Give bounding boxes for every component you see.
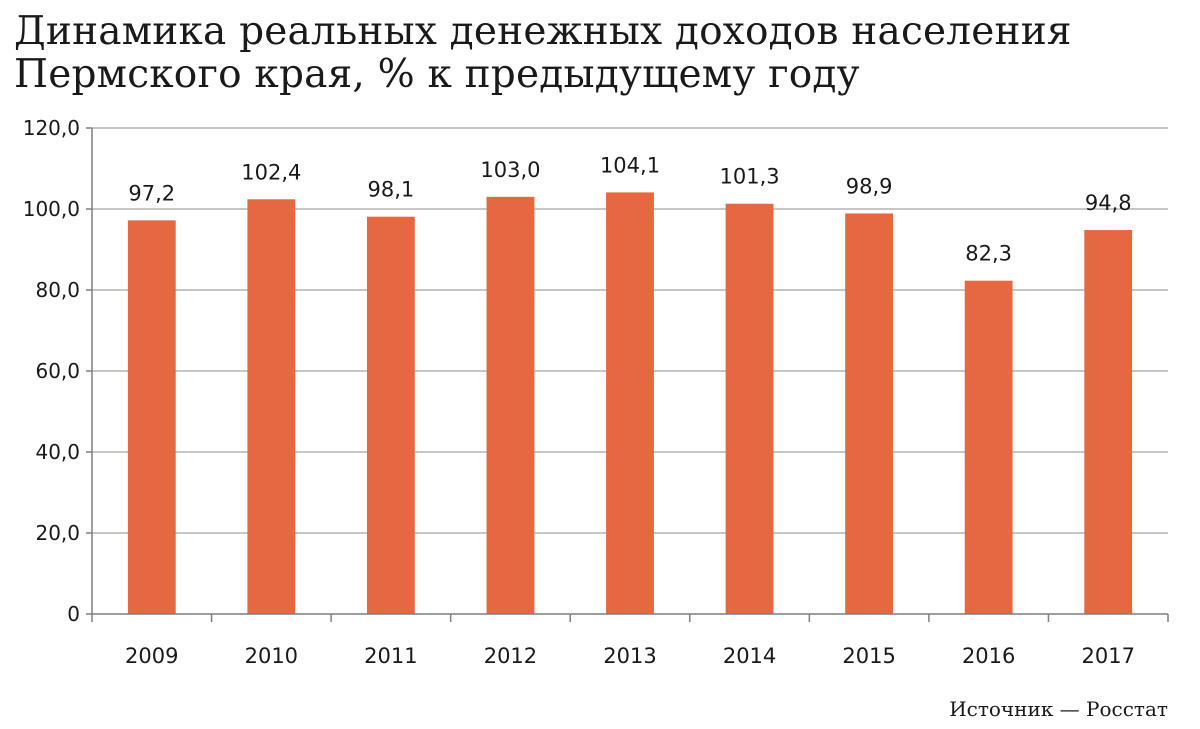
x-tick-label: 2011 bbox=[364, 644, 417, 668]
y-tick-label: 60,0 bbox=[35, 359, 80, 383]
y-tick-label: 80,0 bbox=[35, 278, 80, 302]
data-label: 103,0 bbox=[480, 158, 540, 182]
source-note: Источник — Росстат bbox=[949, 697, 1168, 721]
bar-2012 bbox=[486, 196, 535, 614]
chart-title-line-2: Пермского края, % к предыдущему году bbox=[14, 52, 860, 97]
data-label: 104,1 bbox=[600, 153, 660, 177]
bar-2013 bbox=[606, 192, 654, 614]
x-tick-label: 2010 bbox=[245, 644, 298, 668]
x-tick-label: 2015 bbox=[842, 644, 895, 668]
bar-2015 bbox=[845, 213, 894, 614]
bar-2009 bbox=[127, 220, 176, 614]
data-label: 101,3 bbox=[719, 165, 779, 189]
bar-2010 bbox=[247, 199, 296, 614]
y-tick-label: 100,0 bbox=[23, 197, 80, 221]
data-label: 102,4 bbox=[241, 160, 301, 184]
chart-title-line-1: Динамика реальных денежных доходов насел… bbox=[14, 9, 1072, 54]
data-label: 82,3 bbox=[965, 242, 1012, 266]
y-tick-label: 40,0 bbox=[35, 440, 80, 464]
bar-2017 bbox=[1084, 230, 1133, 614]
data-label: 98,1 bbox=[368, 178, 415, 202]
x-tick-label: 2016 bbox=[962, 644, 1015, 668]
y-tick-label: 120,0 bbox=[23, 116, 80, 140]
x-tick-label: 2014 bbox=[723, 644, 776, 668]
x-tick-label: 2017 bbox=[1081, 644, 1134, 668]
axes bbox=[86, 127, 1169, 622]
x-tick-label: 2013 bbox=[603, 644, 656, 668]
data-label: 98,9 bbox=[846, 174, 893, 198]
bar-2014 bbox=[725, 203, 774, 615]
labels: 0 20,0 40,0 60,0 80,0 100,0 120,0 97,2 2009 102,4… bbox=[23, 116, 1135, 668]
bar-2011 bbox=[366, 216, 415, 614]
x-tick-label: 2009 bbox=[125, 644, 178, 668]
bar-2016 bbox=[964, 280, 1013, 614]
y-tick-label: 0 bbox=[67, 602, 80, 626]
chart-title: Динамика реальных денежных доходов насел… bbox=[14, 10, 1072, 96]
y-tick-label: 20,0 bbox=[35, 521, 80, 545]
data-label: 94,8 bbox=[1085, 191, 1132, 215]
bars bbox=[127, 192, 1133, 615]
data-label: 97,2 bbox=[128, 181, 175, 205]
x-tick-label: 2012 bbox=[484, 644, 537, 668]
